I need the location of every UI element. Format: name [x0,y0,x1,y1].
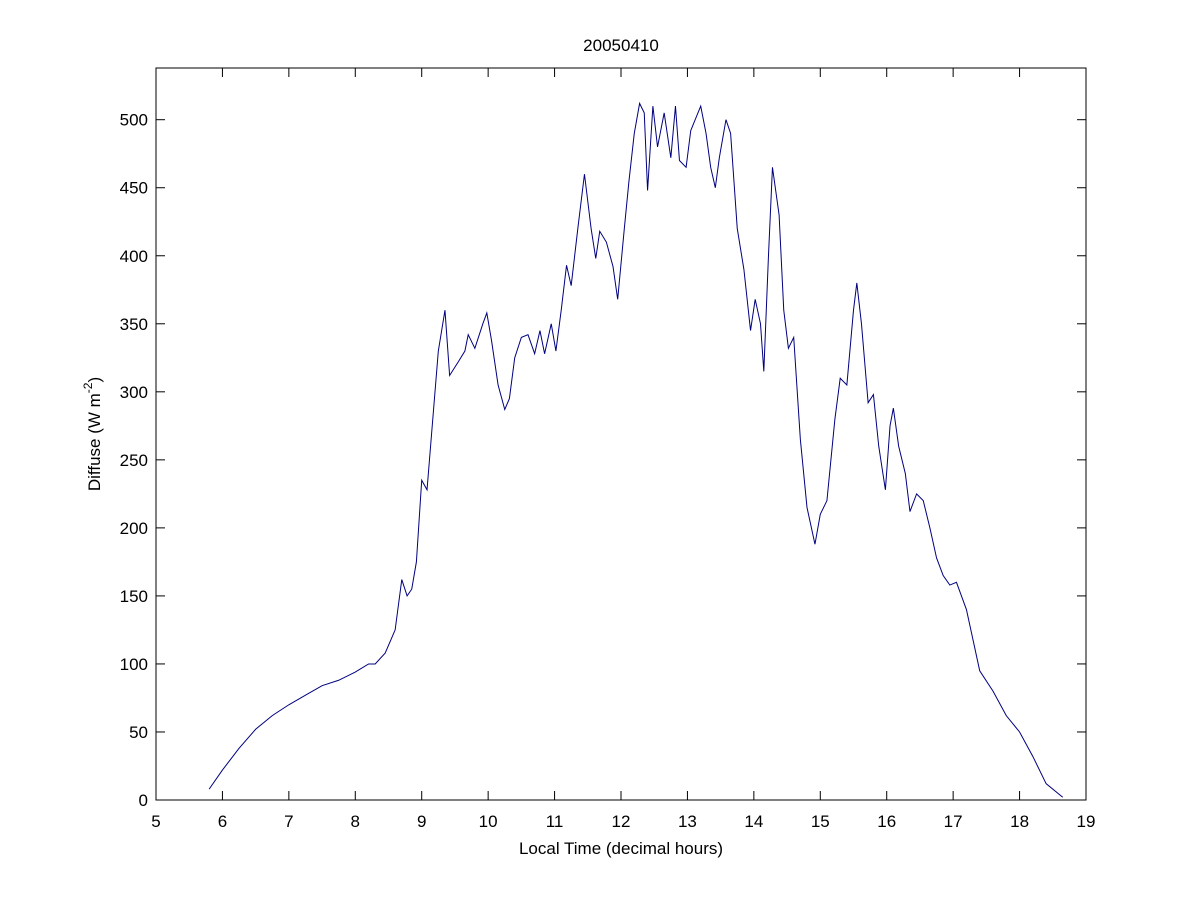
x-tick-label: 19 [1077,812,1096,831]
x-tick-label: 8 [351,812,360,831]
chart-title: 20050410 [583,36,659,55]
x-tick-label: 9 [417,812,426,831]
x-tick-label: 13 [678,812,697,831]
x-tick-label: 10 [479,812,498,831]
x-tick-label: 18 [1010,812,1029,831]
y-tick-label: 50 [129,723,148,742]
x-tick-label: 15 [811,812,830,831]
x-tick-label: 12 [612,812,631,831]
y-tick-label: 350 [120,315,148,334]
y-tick-label: 300 [120,383,148,402]
y-tick-label: 200 [120,519,148,538]
y-tick-label: 100 [120,655,148,674]
y-tick-label: 150 [120,587,148,606]
y-axis-label: Diffuse (W m-2) [81,377,104,491]
x-axis-label: Local Time (decimal hours) [519,839,723,858]
y-tick-label: 450 [120,179,148,198]
y-tick-label: 0 [139,791,148,810]
x-tick-label: 7 [284,812,293,831]
x-tick-label: 16 [877,812,896,831]
x-tick-label: 5 [151,812,160,831]
x-tick-label: 6 [218,812,227,831]
data-line [208,101,1064,798]
y-tick-label: 400 [120,247,148,266]
plot-frame [155,67,1087,801]
y-label-suffix: ) [85,377,104,383]
x-tick-label: 11 [546,812,564,831]
y-label-text: Diffuse (W m [85,393,104,491]
x-tick-label: 14 [744,812,763,831]
y-tick-label: 250 [120,451,148,470]
y-tick-label: 500 [120,111,148,130]
y-label-sup: -2 [81,382,95,393]
x-tick-label: 17 [944,812,963,831]
